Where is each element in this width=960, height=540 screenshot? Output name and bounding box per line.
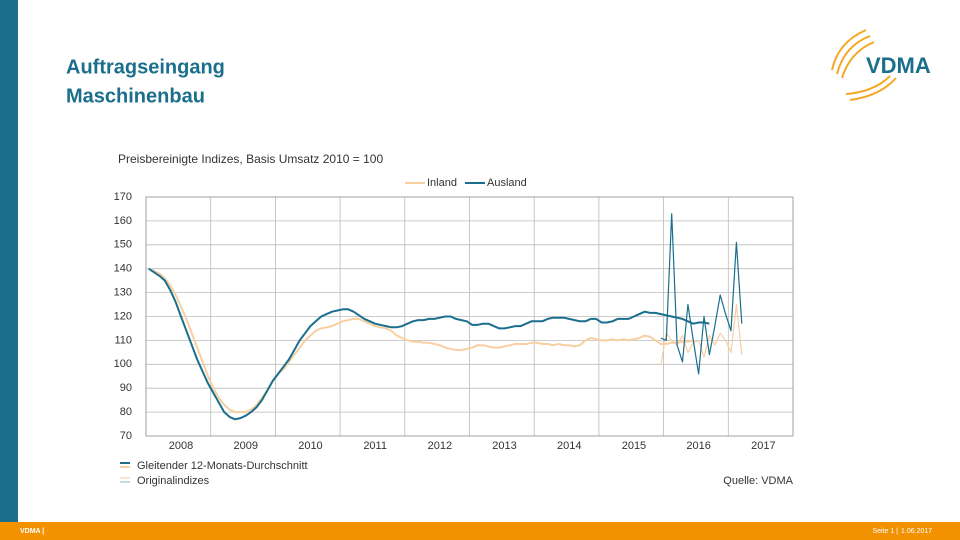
y-tick-label: 170 <box>114 191 132 203</box>
x-tick-label: 2011 <box>363 440 387 452</box>
footer-date: 1.06.2017 <box>901 528 932 535</box>
series-line <box>148 267 694 414</box>
y-tick-label: 90 <box>120 382 132 394</box>
y-tick-label: 80 <box>120 406 132 418</box>
y-tick-label: 110 <box>114 334 132 346</box>
source: Quelle: VDMA <box>723 475 793 487</box>
style-legend: Originalindizes <box>137 475 210 487</box>
style-icon <box>120 462 130 483</box>
x-tick-label: 2017 <box>751 440 775 452</box>
chart-subtitle: Preisbereinigte Indizes, Basis Umsatz 20… <box>118 152 383 166</box>
logo-text: VDMA <box>866 53 931 78</box>
x-tick-label: 2015 <box>622 440 646 452</box>
legend-label: Inland <box>427 177 457 189</box>
y-tick-label: 120 <box>114 310 132 322</box>
title: Auftragseingang <box>66 56 225 78</box>
legend-label: Ausland <box>487 177 527 189</box>
footer-bar <box>0 522 960 540</box>
footer-page: Seite 1 | <box>872 528 898 535</box>
series-line <box>148 267 710 421</box>
x-tick-label: 2010 <box>298 440 322 452</box>
footer-left: VDMA | <box>20 528 44 535</box>
y-tick-label: 140 <box>114 263 132 275</box>
x-tick-label: 2012 <box>428 440 452 452</box>
plot-frame <box>145 196 794 437</box>
style-legend: Gleitender 12-Monats-Durchschnitt <box>137 460 308 472</box>
original-line <box>660 213 743 375</box>
y-tick-label: 70 <box>120 430 132 442</box>
side-bar <box>0 0 18 522</box>
original-line <box>660 303 743 365</box>
logo-swoosh <box>831 29 897 101</box>
y-tick-label: 150 <box>114 239 132 251</box>
x-tick-label: 2008 <box>169 440 193 452</box>
x-tick-label: 2009 <box>234 440 258 452</box>
x-tick-label: 2013 <box>492 440 516 452</box>
y-tick-label: 130 <box>114 287 132 299</box>
title: Maschinenbau <box>66 85 205 107</box>
x-tick-label: 2014 <box>557 440 581 452</box>
x-tick-label: 2016 <box>686 440 710 452</box>
y-tick-label: 100 <box>114 358 132 370</box>
y-tick-label: 160 <box>114 215 132 227</box>
